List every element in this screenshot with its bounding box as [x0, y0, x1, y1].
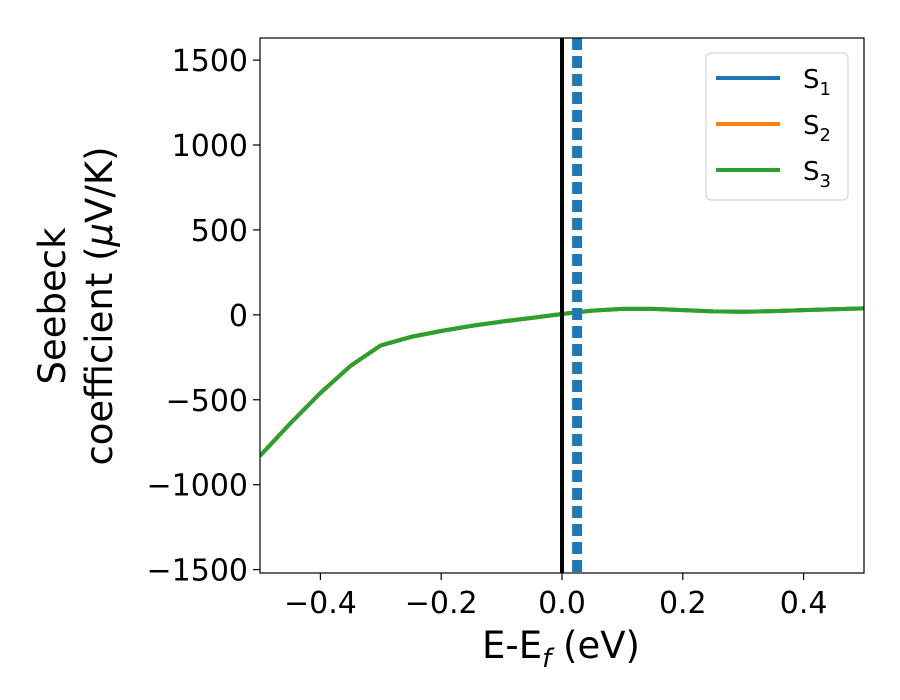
y-tick-label: −1500 — [147, 554, 248, 589]
x-tick-label: 0.4 — [780, 586, 828, 621]
legend-frame — [705, 52, 849, 201]
legend-label-s1: S1 — [803, 65, 831, 100]
y-tick-label: −1000 — [147, 469, 248, 504]
plot-area — [260, 38, 864, 573]
x-tick-label: −0.2 — [405, 586, 478, 621]
y-axis-title-line2: coefficient (μV/K) — [78, 146, 121, 465]
y-tick-label: 1000 — [172, 129, 248, 164]
x-tick-label: 0.0 — [538, 586, 586, 621]
legend-label-s3: S3 — [803, 157, 831, 192]
y-tick-label: 500 — [191, 214, 248, 249]
y-tick-label: 0 — [229, 299, 248, 334]
y-tick-label: 1500 — [172, 44, 248, 79]
y-axis-title-line1: Seebeck — [31, 227, 74, 385]
legend: S1 S2 S3 — [705, 52, 849, 201]
legend-label-s2: S2 — [803, 111, 831, 146]
x-tick-label: −0.4 — [284, 586, 357, 621]
y-tick-label: −500 — [166, 384, 248, 419]
x-tick-label: 0.2 — [659, 586, 707, 621]
y-axis-title: Seebeck coefficient (μV/K) — [31, 146, 121, 465]
axes-ticks: −0.4 −0.2 0.0 0.2 0.4 −1500 −1000 −500 0 500 1000 1… — [147, 37, 865, 621]
x-axis-title: E-Ef (eV) — [482, 624, 640, 674]
